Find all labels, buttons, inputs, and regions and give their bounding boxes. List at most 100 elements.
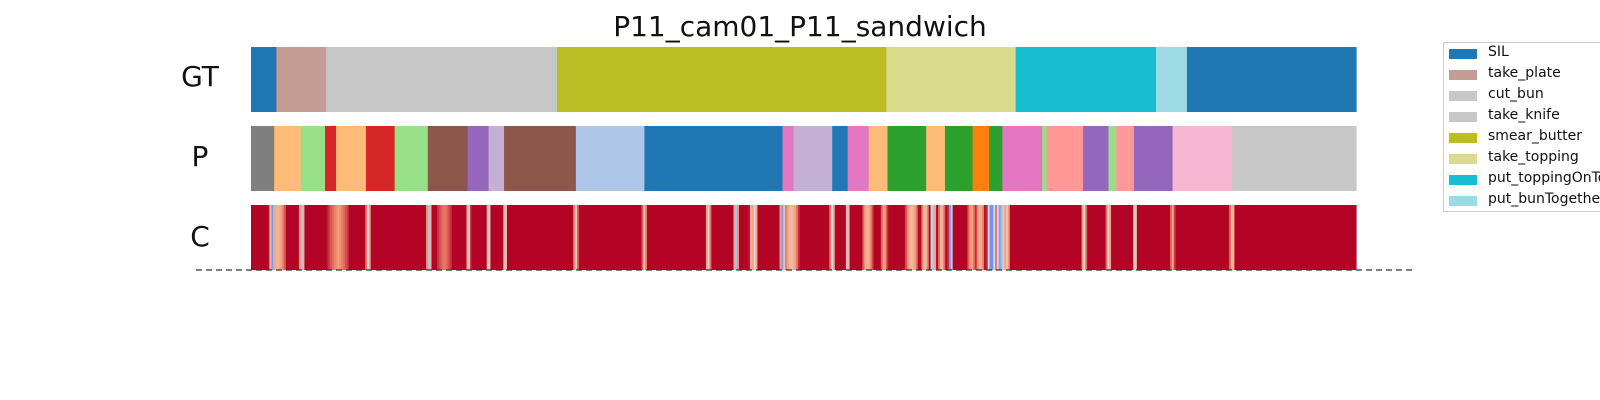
row-label-gt: GT	[181, 60, 219, 93]
confidence-cell	[1026, 205, 1029, 270]
confidence-cell	[1004, 205, 1007, 270]
confidence-cell	[1197, 205, 1201, 270]
confidence-cell	[1135, 205, 1138, 270]
confidence-cell	[278, 205, 282, 270]
legend-item: put_bunTogether	[1444, 190, 1600, 211]
confidence-cell	[960, 205, 963, 270]
confidence-cell	[1335, 205, 1339, 270]
confidence-cell	[904, 205, 908, 270]
confidence-cell	[355, 205, 359, 270]
confidence-cell	[923, 205, 926, 270]
confidence-cell	[1179, 205, 1182, 270]
confidence-cell	[901, 205, 904, 270]
confidence-cell	[475, 205, 479, 270]
confidence-cell	[593, 205, 596, 270]
confidence-cell	[1344, 205, 1348, 270]
confidence-cell	[1133, 205, 1136, 270]
confidence-cell	[1201, 205, 1204, 270]
confidence-cell	[687, 205, 690, 270]
confidence-cell	[564, 205, 567, 270]
confidence-cell	[506, 205, 510, 270]
confidence-cell	[490, 205, 493, 270]
confidence-cell	[1147, 205, 1151, 270]
confidence-cell	[308, 205, 311, 270]
confidence-cell	[392, 205, 396, 270]
confidence-cell	[543, 205, 547, 270]
confidence-cell	[295, 205, 298, 270]
confidence-cell	[1155, 205, 1158, 270]
confidence-cell	[1107, 205, 1110, 270]
confidence-cell	[1339, 205, 1342, 270]
confidence-cell	[886, 205, 889, 270]
confidence-cell	[971, 205, 974, 270]
confidence-cell	[1157, 205, 1160, 270]
confidence-cell	[711, 205, 714, 270]
confidence-cell	[969, 205, 972, 270]
confidence-cell	[1065, 205, 1068, 270]
confidence-cell	[1309, 205, 1313, 270]
confidence-cell	[718, 205, 722, 270]
confidence-cell	[775, 205, 779, 270]
confidence-cell	[1328, 205, 1331, 270]
confidence-cell	[1227, 205, 1230, 270]
confidence-cell	[285, 205, 289, 270]
p-segment	[1232, 126, 1357, 191]
confidence-cell	[411, 205, 414, 270]
confidence-cell	[1245, 205, 1248, 270]
confidence-cell	[884, 205, 887, 270]
confidence-cell	[394, 205, 398, 270]
p-segment	[504, 126, 577, 191]
confidence-cell	[1114, 205, 1118, 270]
confidence-cell	[685, 205, 689, 270]
confidence-cell	[437, 205, 440, 270]
confidence-cell	[357, 205, 361, 270]
confidence-cell	[350, 205, 353, 270]
confidence-cell	[761, 205, 764, 270]
confidence-cell	[735, 205, 738, 270]
confidence-cell	[1247, 205, 1250, 270]
confidence-cell	[1295, 205, 1298, 270]
confidence-cell	[545, 205, 549, 270]
confidence-cell	[809, 205, 812, 270]
confidence-cell	[683, 205, 687, 270]
confidence-cell	[1210, 205, 1213, 270]
confidence-cell	[1144, 205, 1147, 270]
confidence-cell	[1048, 205, 1051, 270]
confidence-cell	[941, 205, 945, 270]
confidence-cell	[267, 205, 271, 270]
confidence-cell	[1100, 205, 1103, 270]
confidence-cell	[1324, 205, 1328, 270]
confidence-cell	[1039, 205, 1042, 270]
confidence-cell	[481, 205, 484, 270]
confidence-cell	[534, 205, 538, 270]
p-segment	[467, 126, 490, 191]
confidence-cell	[588, 205, 591, 270]
confidence-cell	[473, 205, 477, 270]
confidence-cell	[378, 205, 381, 270]
confidence-cell	[540, 205, 543, 270]
confidence-cell	[584, 205, 587, 270]
confidence-cell	[1037, 205, 1040, 270]
confidence-cell	[926, 205, 930, 270]
p-segment	[1108, 126, 1117, 191]
confidence-cell	[1254, 205, 1258, 270]
confidence-cell	[459, 205, 462, 270]
p-segment	[274, 126, 302, 191]
p-segment	[365, 126, 396, 191]
p-segment	[972, 126, 990, 191]
confidence-cell	[258, 205, 261, 270]
confidence-cell	[995, 205, 998, 270]
legend-label: SIL	[1488, 44, 1509, 60]
confidence-cell	[1265, 205, 1269, 270]
confidence-cell	[680, 205, 683, 270]
confidence-cell	[582, 205, 585, 270]
confidence-cell	[1204, 205, 1208, 270]
p-segment	[989, 126, 1003, 191]
confidence-cell	[1306, 205, 1309, 270]
confidence-cell	[1085, 205, 1088, 270]
legend: SIL take_plate cut_bun take_knife smear_…	[1443, 42, 1600, 212]
legend-item: take_knife	[1444, 106, 1600, 127]
confidence-cell	[928, 205, 932, 270]
confidence-cell	[1018, 205, 1022, 270]
